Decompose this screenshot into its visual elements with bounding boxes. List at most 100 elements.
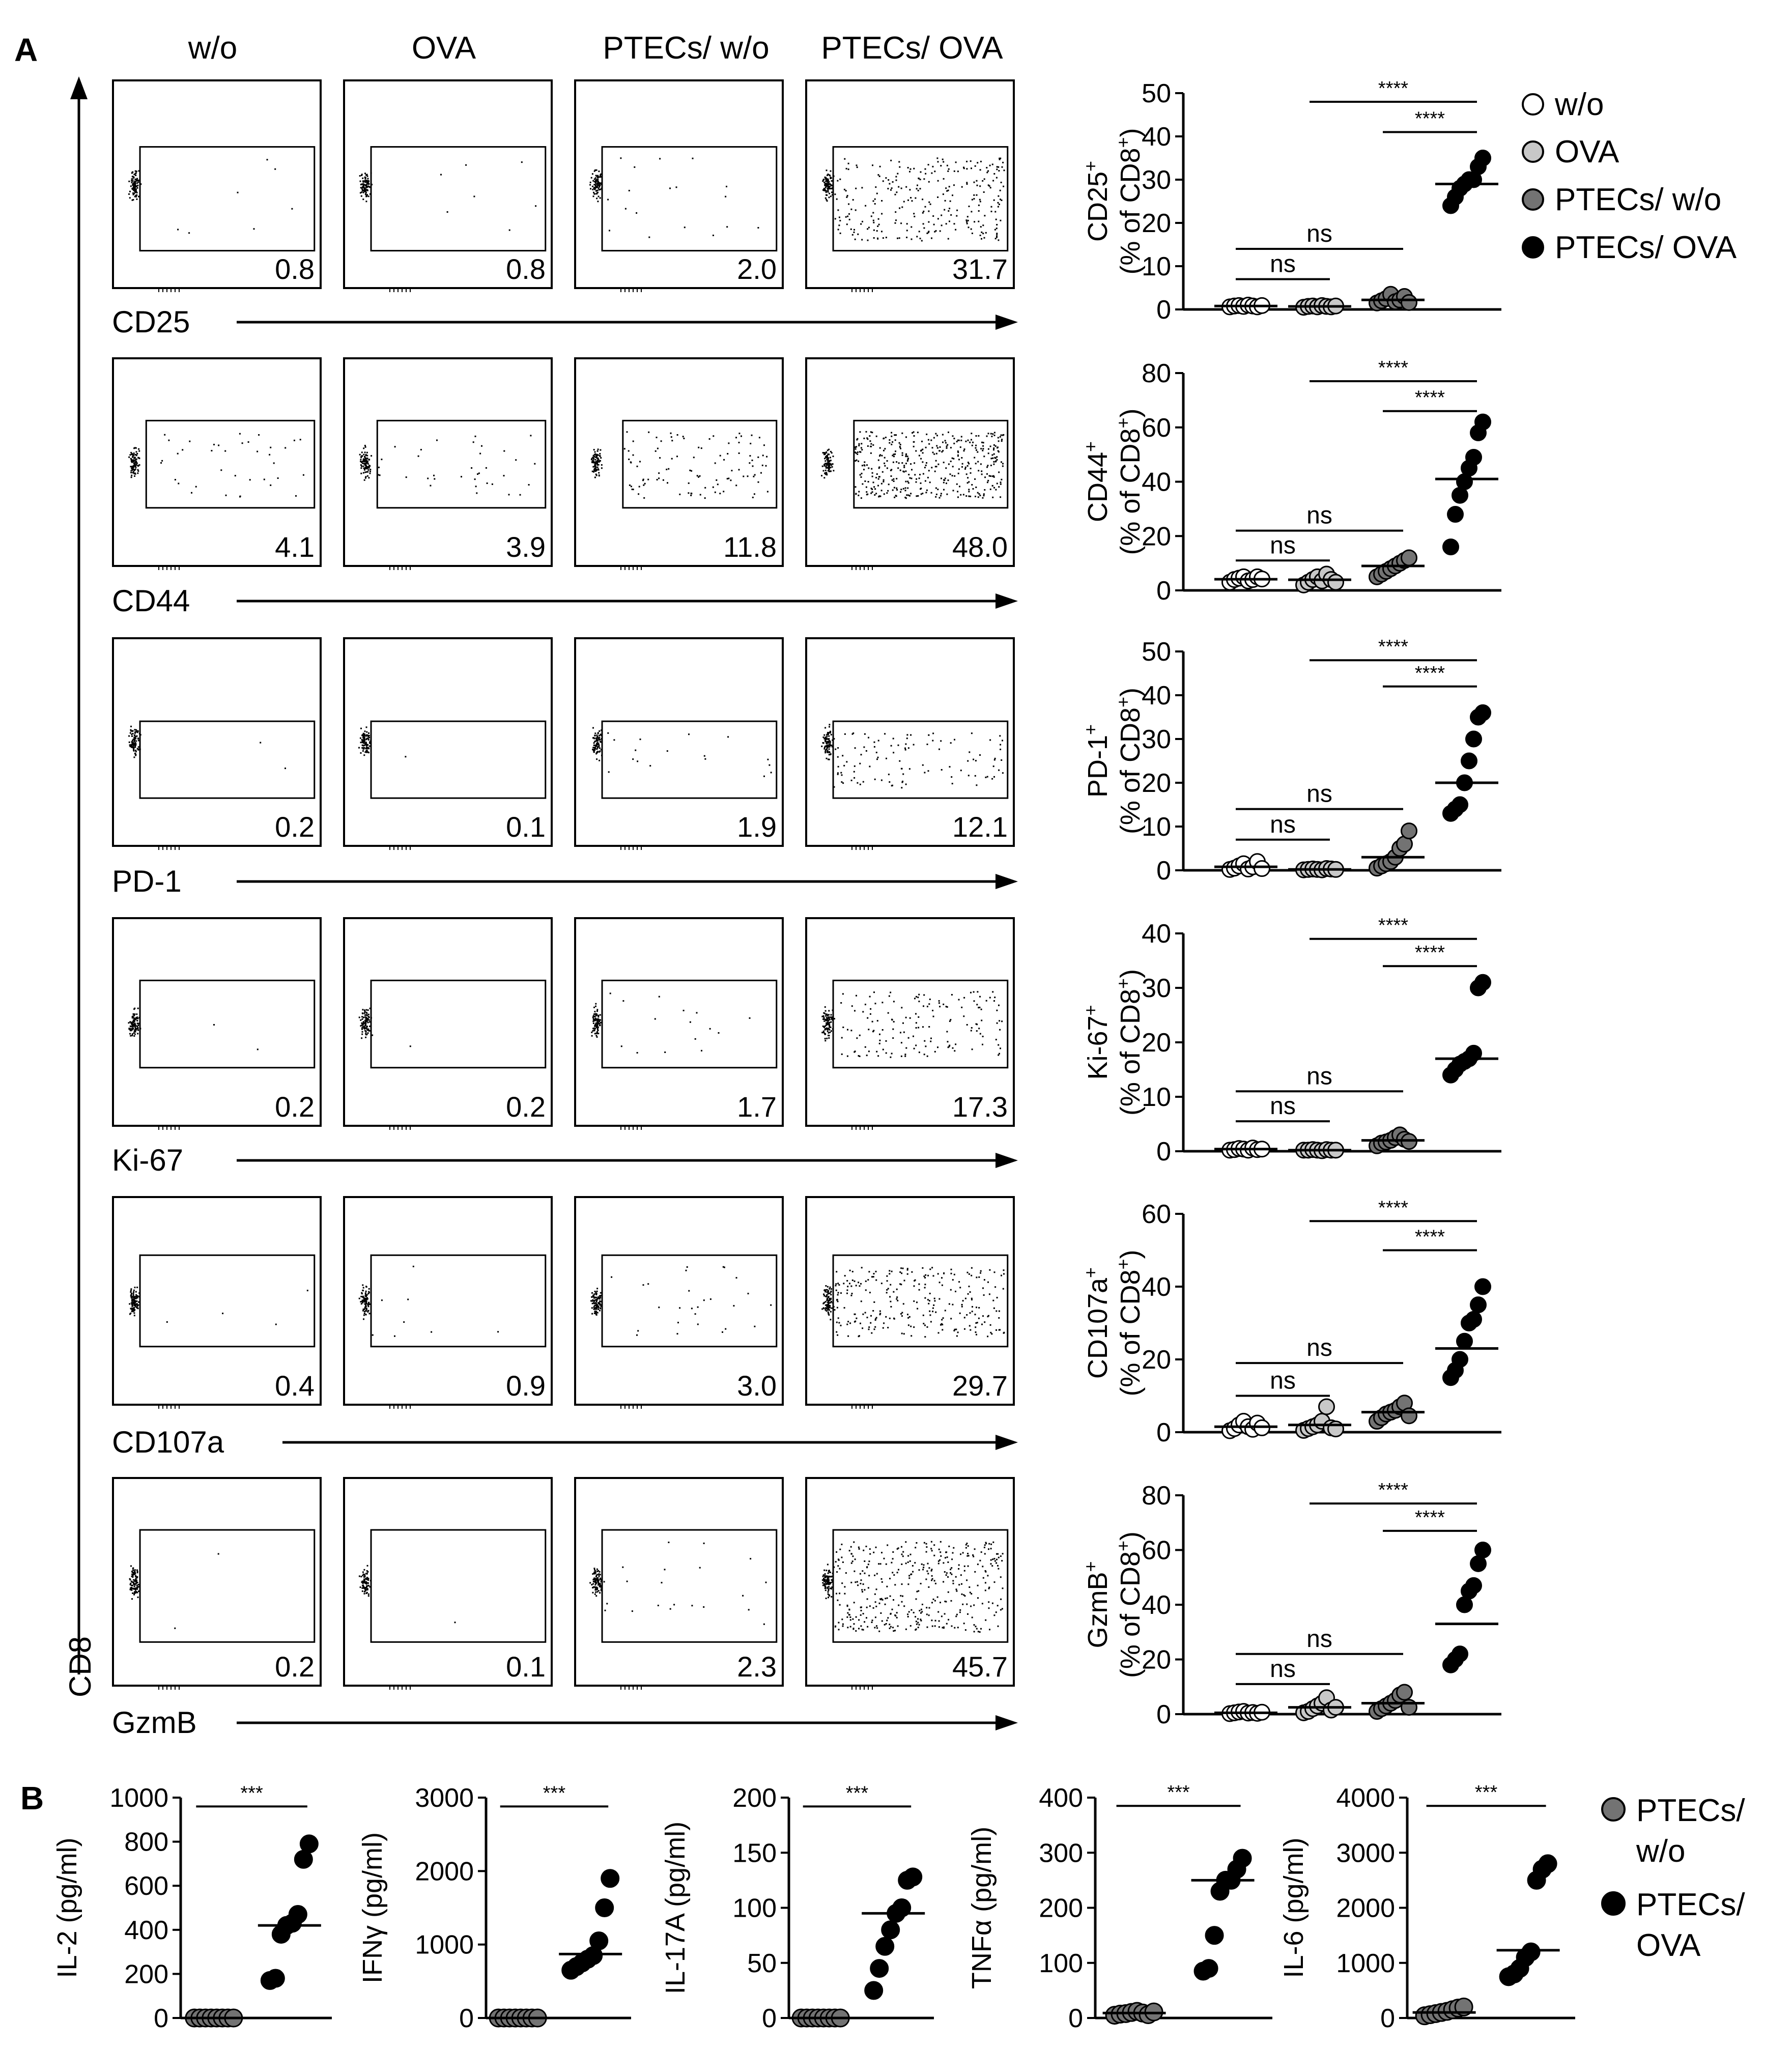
y-tick-label: 30	[1142, 725, 1171, 754]
plot-frame	[343, 1196, 553, 1406]
legend-b-ptecs-ova-line1: PTECs/	[1636, 1887, 1745, 1922]
flow-plot-gzmb-2: 2.3	[574, 1477, 784, 1690]
column-header-ptecs-ova: PTECs/ OVA	[821, 31, 1003, 66]
plot-frame	[112, 917, 322, 1127]
y-axis-label: TNFα (pg/ml)	[966, 1827, 997, 1989]
data-point	[1205, 1926, 1224, 1945]
gate-percent: 48.0	[952, 531, 1008, 563]
chart-il-2: 0 200 400 600 800 1000 IL-2 (pg/ml) ***	[52, 1782, 332, 2033]
y-tick-label: 0	[459, 2004, 474, 2033]
significance-label: ***	[846, 1782, 869, 1804]
significance-label: ****	[1378, 636, 1408, 658]
y-tick-label: 3000	[415, 1783, 474, 1813]
cd8-arrow-head	[70, 76, 88, 99]
cell-events	[821, 1541, 1004, 1633]
plot-frame	[574, 79, 784, 289]
significance-label: ****	[1378, 915, 1408, 936]
data-point	[299, 1834, 319, 1854]
data-point	[1474, 1542, 1491, 1558]
y-tick-label: 40	[1142, 122, 1171, 152]
plot-frame	[112, 1196, 322, 1406]
gate-percent: 2.0	[737, 253, 777, 285]
significance-label: ns	[1270, 1093, 1296, 1120]
y-axis-label-marker: Ki-67+	[1080, 1005, 1113, 1079]
y-tick-label: 200	[1039, 1894, 1083, 1923]
flow-plot-cd25-3: 31.7	[805, 79, 1015, 292]
plot-frame	[343, 917, 553, 1127]
plot-frame	[805, 79, 1015, 289]
flow-plot-cd44-3: 48.0	[805, 357, 1015, 570]
legend-b-ptecs-wo-line1: PTECs/	[1636, 1793, 1745, 1828]
data-point	[870, 1959, 889, 1978]
flow-plot-gzmb-3: 45.7	[805, 1477, 1015, 1690]
data-point	[1327, 574, 1344, 591]
y-tick-label: 0	[1156, 1137, 1171, 1167]
gate-rect	[601, 720, 778, 799]
y-axis-label-marker: CD107a+	[1080, 1267, 1113, 1379]
y-label-unit-close: )	[1115, 1249, 1146, 1259]
plot-frame	[343, 79, 553, 289]
cell-events	[128, 725, 286, 770]
y-tick-label: 50	[747, 1949, 777, 1978]
cell-events	[821, 431, 1005, 499]
cell-events	[592, 727, 772, 777]
y-tick-label: 2000	[1336, 1894, 1395, 1923]
cell-events	[129, 1287, 308, 1325]
data-point	[903, 1867, 923, 1887]
gate-percent: 0.2	[506, 1091, 546, 1123]
marker-label-cd44: CD44	[112, 584, 190, 618]
significance-label: ****	[1415, 108, 1445, 130]
gate-rect	[139, 146, 316, 252]
y-tick-label: 30	[1142, 974, 1171, 1003]
y-axis-label-unit: (% of CD8+)	[1113, 688, 1146, 834]
y-tick-label: 30	[1142, 165, 1171, 195]
marker-label-pd-1: PD-1	[112, 864, 182, 898]
legend-b-marker-ptecs-ova	[1601, 1891, 1626, 1916]
flow-plot-ki-67-2: 1.7	[574, 917, 784, 1130]
gate-rect	[376, 419, 547, 509]
y-label-superscript: +	[1080, 441, 1101, 452]
gate-rect	[370, 720, 547, 799]
plot-frame	[574, 357, 784, 567]
gate-rect	[145, 419, 316, 509]
plot-frame	[805, 1196, 1015, 1406]
cell-events	[359, 435, 536, 496]
significance-label: ns	[1306, 220, 1332, 247]
significance-label: ns	[1306, 1063, 1332, 1090]
marker-label-ki-67: Ki-67	[112, 1143, 183, 1177]
y-label-unit-superscript: +	[1113, 137, 1133, 148]
y-label-superscript: +	[1080, 1005, 1101, 1015]
flow-plot-gzmb-0: 0.2	[112, 1477, 322, 1690]
y-axis-label-unit: (% of CD8+)	[1113, 128, 1146, 274]
legend-a-ptecs-wo: PTECs/ w/o	[1555, 182, 1721, 217]
marker-arrow-head	[995, 1435, 1018, 1450]
y-tick-label: 10	[1142, 812, 1171, 842]
significance-label: ****	[1415, 1227, 1445, 1248]
y-axis-label-marker: GzmB+	[1080, 1561, 1113, 1648]
marker-arrow-head	[995, 1153, 1018, 1168]
y-tick-label: 20	[1142, 769, 1171, 798]
y-tick-label: 0	[1156, 295, 1171, 325]
plot-frame	[343, 357, 553, 567]
y-tick-label: 20	[1142, 1028, 1171, 1058]
data-point	[601, 1869, 620, 1888]
y-label-unit-close: )	[1115, 408, 1146, 417]
marker-arrow-head	[995, 593, 1018, 609]
y-tick-label: 1000	[415, 1930, 474, 1960]
y-tick-label: 40	[1142, 468, 1171, 497]
legend-a-marker-wo	[1522, 93, 1544, 116]
y-tick-label: 10	[1142, 252, 1171, 281]
y-axis-label-marker: PD-1+	[1080, 724, 1113, 798]
data-point	[1318, 1398, 1335, 1415]
data-point	[1474, 413, 1491, 431]
legend-a-marker-ova	[1522, 140, 1544, 163]
plot-frame	[343, 1477, 553, 1687]
data-point	[1538, 1854, 1557, 1873]
gate-rect	[139, 979, 316, 1069]
chart-tnf-: 0 100 200 300 400 TNFα (pg/ml) ***	[966, 1782, 1272, 2033]
plot-frame	[574, 917, 784, 1127]
y-label-unit-superscript: +	[1113, 978, 1133, 989]
gate-rect	[601, 1529, 778, 1643]
gate-percent: 0.1	[506, 1651, 546, 1683]
